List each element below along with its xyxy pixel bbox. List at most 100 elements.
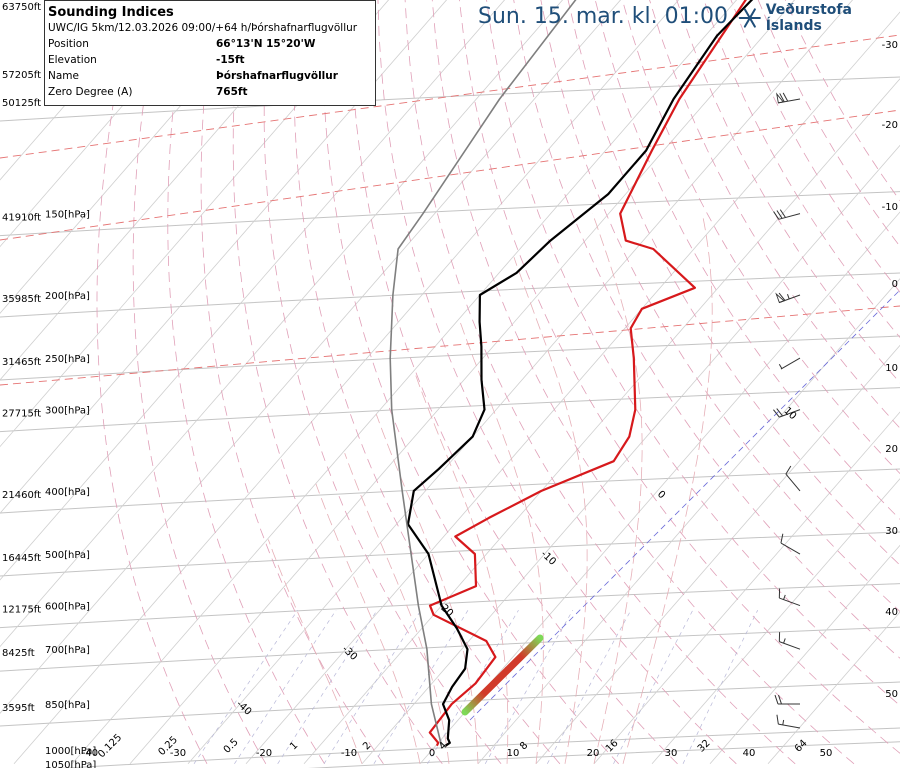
altitude-label: 57205ft [2,70,41,81]
wind-barb [774,694,800,705]
dry-adiabat [431,0,855,765]
altitude-label: 8425ft [2,648,35,659]
cape-shade [461,634,544,716]
mixing-ratio-label: 32 [696,738,713,755]
reference-dashed-line [0,34,900,159]
info-row-position: Position 66°13'N 15°20'W [48,36,375,52]
wind-barb [785,465,801,492]
dry-adiabat [167,0,325,765]
dry-adiabat [350,0,678,765]
moist-adiabat [375,414,479,764]
x-tick-label: -40 [82,748,98,759]
altitude-label: 21460ft [2,490,41,501]
dry-adiabat [594,0,900,520]
x-tick-label: -10 [341,748,357,759]
x-tick-label: -30 [170,748,186,759]
isotherm [0,0,506,581]
moist-adiabat [415,374,509,764]
dry-adiabat [513,0,900,659]
dry-adiabat [96,0,208,764]
isotherm [71,0,738,765]
snowflake-icon [738,8,761,28]
right-tick-label: 20 [885,444,898,455]
mixing-ratio-label: 0.5 [222,737,241,756]
mixing-ratio-label: 64 [793,738,810,755]
series-line-1 [428,0,747,747]
isotherm [535,344,900,765]
info-value: 66°13'N 15°20'W [216,38,316,50]
isotherm-label: -40 [234,699,253,718]
sounding-indices-box: Sounding Indices UWC/IG 5km/12.03.2026 0… [44,0,376,106]
mixing-ratio-label: 2 [361,740,373,752]
isobar [0,191,900,237]
dry-adiabat [703,0,900,339]
isotherm [0,0,448,514]
dry-adiabat [567,0,900,566]
isotherm-label: 10 [781,405,798,422]
moist-adiabat [513,257,588,764]
wind-barb [778,588,801,607]
info-label: Elevation [48,54,97,66]
isobar [0,76,900,122]
lifted-index-line [469,289,900,721]
isotherm [651,478,900,765]
pressure-label: 850[hPa] [45,700,90,711]
right-tick-label: 50 [885,689,898,700]
mixing-ratio-line [546,610,632,764]
x-tick-label: 20 [587,748,600,759]
reference-dashed-line [0,109,900,241]
isotherm [0,0,274,314]
right-tick-label: 0 [892,279,898,290]
altitude-label: 63750ft [2,2,41,13]
altitude-label: 35985ft [2,294,41,305]
dry-adiabat [486,0,900,707]
isotherm [187,0,854,765]
pressure-label: 250[hPa] [45,354,90,365]
dry-adiabat [377,0,737,765]
dry-adiabat [540,0,900,613]
isobar [0,626,900,672]
altitude-label: 12175ft [2,605,41,616]
isotherm [245,11,900,765]
wind-barb [775,292,801,304]
dry-adiabat [132,0,267,764]
pressure-label: 400[hPa] [45,487,90,498]
right-tick-label: 40 [885,607,898,618]
wind-barb [778,357,801,370]
dry-adiabat [459,0,900,754]
moist-adiabat [592,213,643,764]
right-tick-label: 10 [885,363,898,374]
pressure-label: 200[hPa] [45,291,90,302]
cape-strip [461,634,544,716]
wind-barbs [773,92,801,729]
mixing-ratio-line [193,610,298,764]
series-line-3 [389,0,577,746]
dry-adiabat [293,0,561,765]
dry-adiabat [322,0,619,765]
dry-adiabat [757,0,900,248]
x-tick-label: 10 [507,748,520,759]
altitude-label: 41910ft [2,213,41,224]
isotherm [709,544,900,765]
dry-adiabat [232,0,443,765]
isotherm [361,144,900,765]
mixing-ratio-line [234,610,337,764]
moist-adiabat [315,483,421,764]
dry-adiabat [676,0,900,384]
isobar [59,727,900,768]
wind-barb [776,714,801,729]
dry-adiabat [200,0,384,765]
info-value: 765ft [216,86,248,98]
pressure-label: 600[hPa] [45,602,90,613]
mixing-ratio-label: 8 [518,740,530,752]
altitude-label: 27715ft [2,409,41,420]
mixing-ratio-line [323,610,422,764]
altitude-label: 16445ft [2,553,41,564]
isotherm-label: 0 [655,489,667,501]
isobar [0,272,900,318]
x-tick-label: 50 [820,748,833,759]
isotherm [129,0,796,765]
